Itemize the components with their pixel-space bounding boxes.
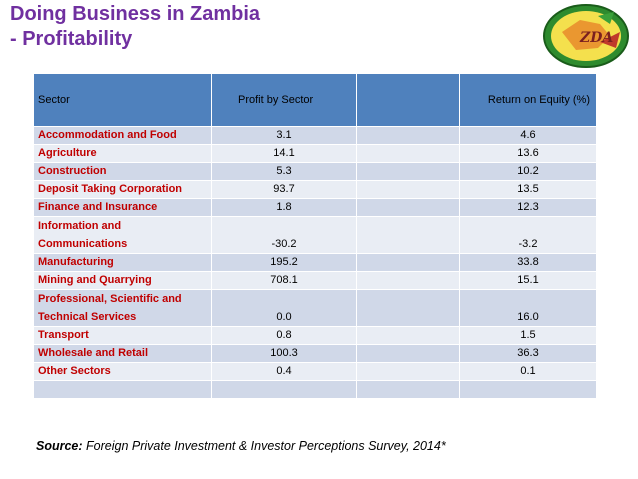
table-header-row: Sector Profit by Sector Return on Equity… [33,73,597,127]
table-row: Professional, Scientific and Technical S… [33,289,597,327]
sector-cell: Mining and Quarrying [33,271,212,290]
roe-cell: 12.3 [459,198,597,217]
source-text: Foreign Private Investment & Investor Pe… [82,439,446,453]
blank-cell [356,344,460,363]
profit-cell: 0.8 [211,326,357,345]
table-row: Transport 0.8 1.5 [33,326,597,345]
blank-cell [356,362,460,381]
sector-cell: Wholesale and Retail [33,344,212,363]
table-row: Deposit Taking Corporation 93.7 13.5 [33,180,597,199]
sector-cell: Construction [33,162,212,181]
profit-cell: 1.8 [211,198,357,217]
table-row: Construction 5.3 10.2 [33,162,597,181]
blank-cell [356,271,460,290]
profit-cell: 0.0 [211,289,357,327]
roe-cell: 0.1 [459,362,597,381]
profit-cell: 3.1 [211,126,357,145]
blank-cell [356,144,460,163]
page-title: Doing Business in Zambia - Profitability [10,2,260,52]
roe-cell: 36.3 [459,344,597,363]
blank-cell [356,180,460,199]
blank-cell [356,326,460,345]
blank-cell [356,380,460,399]
roe-cell: 10.2 [459,162,597,181]
roe-cell: 33.8 [459,253,597,272]
blank-cell [356,162,460,181]
profit-cell: 0.4 [211,362,357,381]
table-row: Finance and Insurance 1.8 12.3 [33,198,597,217]
header-profit: Profit by Sector [211,73,357,127]
profit-cell: 708.1 [211,271,357,290]
blank-cell [356,198,460,217]
sector-cell: Professional, Scientific and Technical S… [33,289,212,327]
profit-cell: 14.1 [211,144,357,163]
sector-cell [33,380,212,399]
sector-cell: Manufacturing [33,253,212,272]
roe-cell: 16.0 [459,289,597,327]
header-roe: Return on Equity (%) [459,73,597,127]
blank-cell [356,126,460,145]
table-row: Agriculture 14.1 13.6 [33,144,597,163]
roe-cell: 13.6 [459,144,597,163]
blank-cell [356,253,460,272]
sector-cell: Transport [33,326,212,345]
sector-cell: Information and Communications [33,216,212,254]
header-blank [356,73,460,127]
sector-cell: Finance and Insurance [33,198,212,217]
table-row [33,380,597,399]
logo-text: ZDA [579,30,613,46]
title-line-1: Doing Business in Zambia [10,3,261,25]
roe-cell: 4.6 [459,126,597,145]
profit-cell: 5.3 [211,162,357,181]
profit-cell: -30.2 [211,216,357,254]
profitability-table: Sector Profit by Sector Return on Equity… [33,73,597,399]
profit-cell: 93.7 [211,180,357,199]
roe-cell: 13.5 [459,180,597,199]
blank-cell [356,216,460,254]
sector-cell: Agriculture [33,144,212,163]
source-label: Source: [36,439,83,453]
table-row: Accommodation and Food 3.1 4.6 [33,126,597,145]
roe-cell: 15.1 [459,271,597,290]
table-row: Mining and Quarrying 708.1 15.1 [33,271,597,290]
table-row: Manufacturing 195.2 33.8 [33,253,597,272]
header-sector: Sector [33,73,212,127]
blank-cell [356,289,460,327]
table-row: Other Sectors 0.4 0.1 [33,362,597,381]
profit-cell [211,380,357,399]
sector-cell: Other Sectors [33,362,212,381]
table-row: Information and Communications -30.2 -3.… [33,216,597,254]
roe-cell: -3.2 [459,216,597,254]
table-row: Wholesale and Retail 100.3 36.3 [33,344,597,363]
sector-cell: Accommodation and Food [33,126,212,145]
profit-cell: 195.2 [211,253,357,272]
roe-cell: 1.5 [459,326,597,345]
source-note: Source: Foreign Private Investment & Inv… [36,439,446,453]
roe-cell [459,380,597,399]
zambia-logo-icon: ZDA [540,2,632,70]
title-line-2: - Profitability [10,28,133,50]
sector-cell: Deposit Taking Corporation [33,180,212,199]
profit-cell: 100.3 [211,344,357,363]
